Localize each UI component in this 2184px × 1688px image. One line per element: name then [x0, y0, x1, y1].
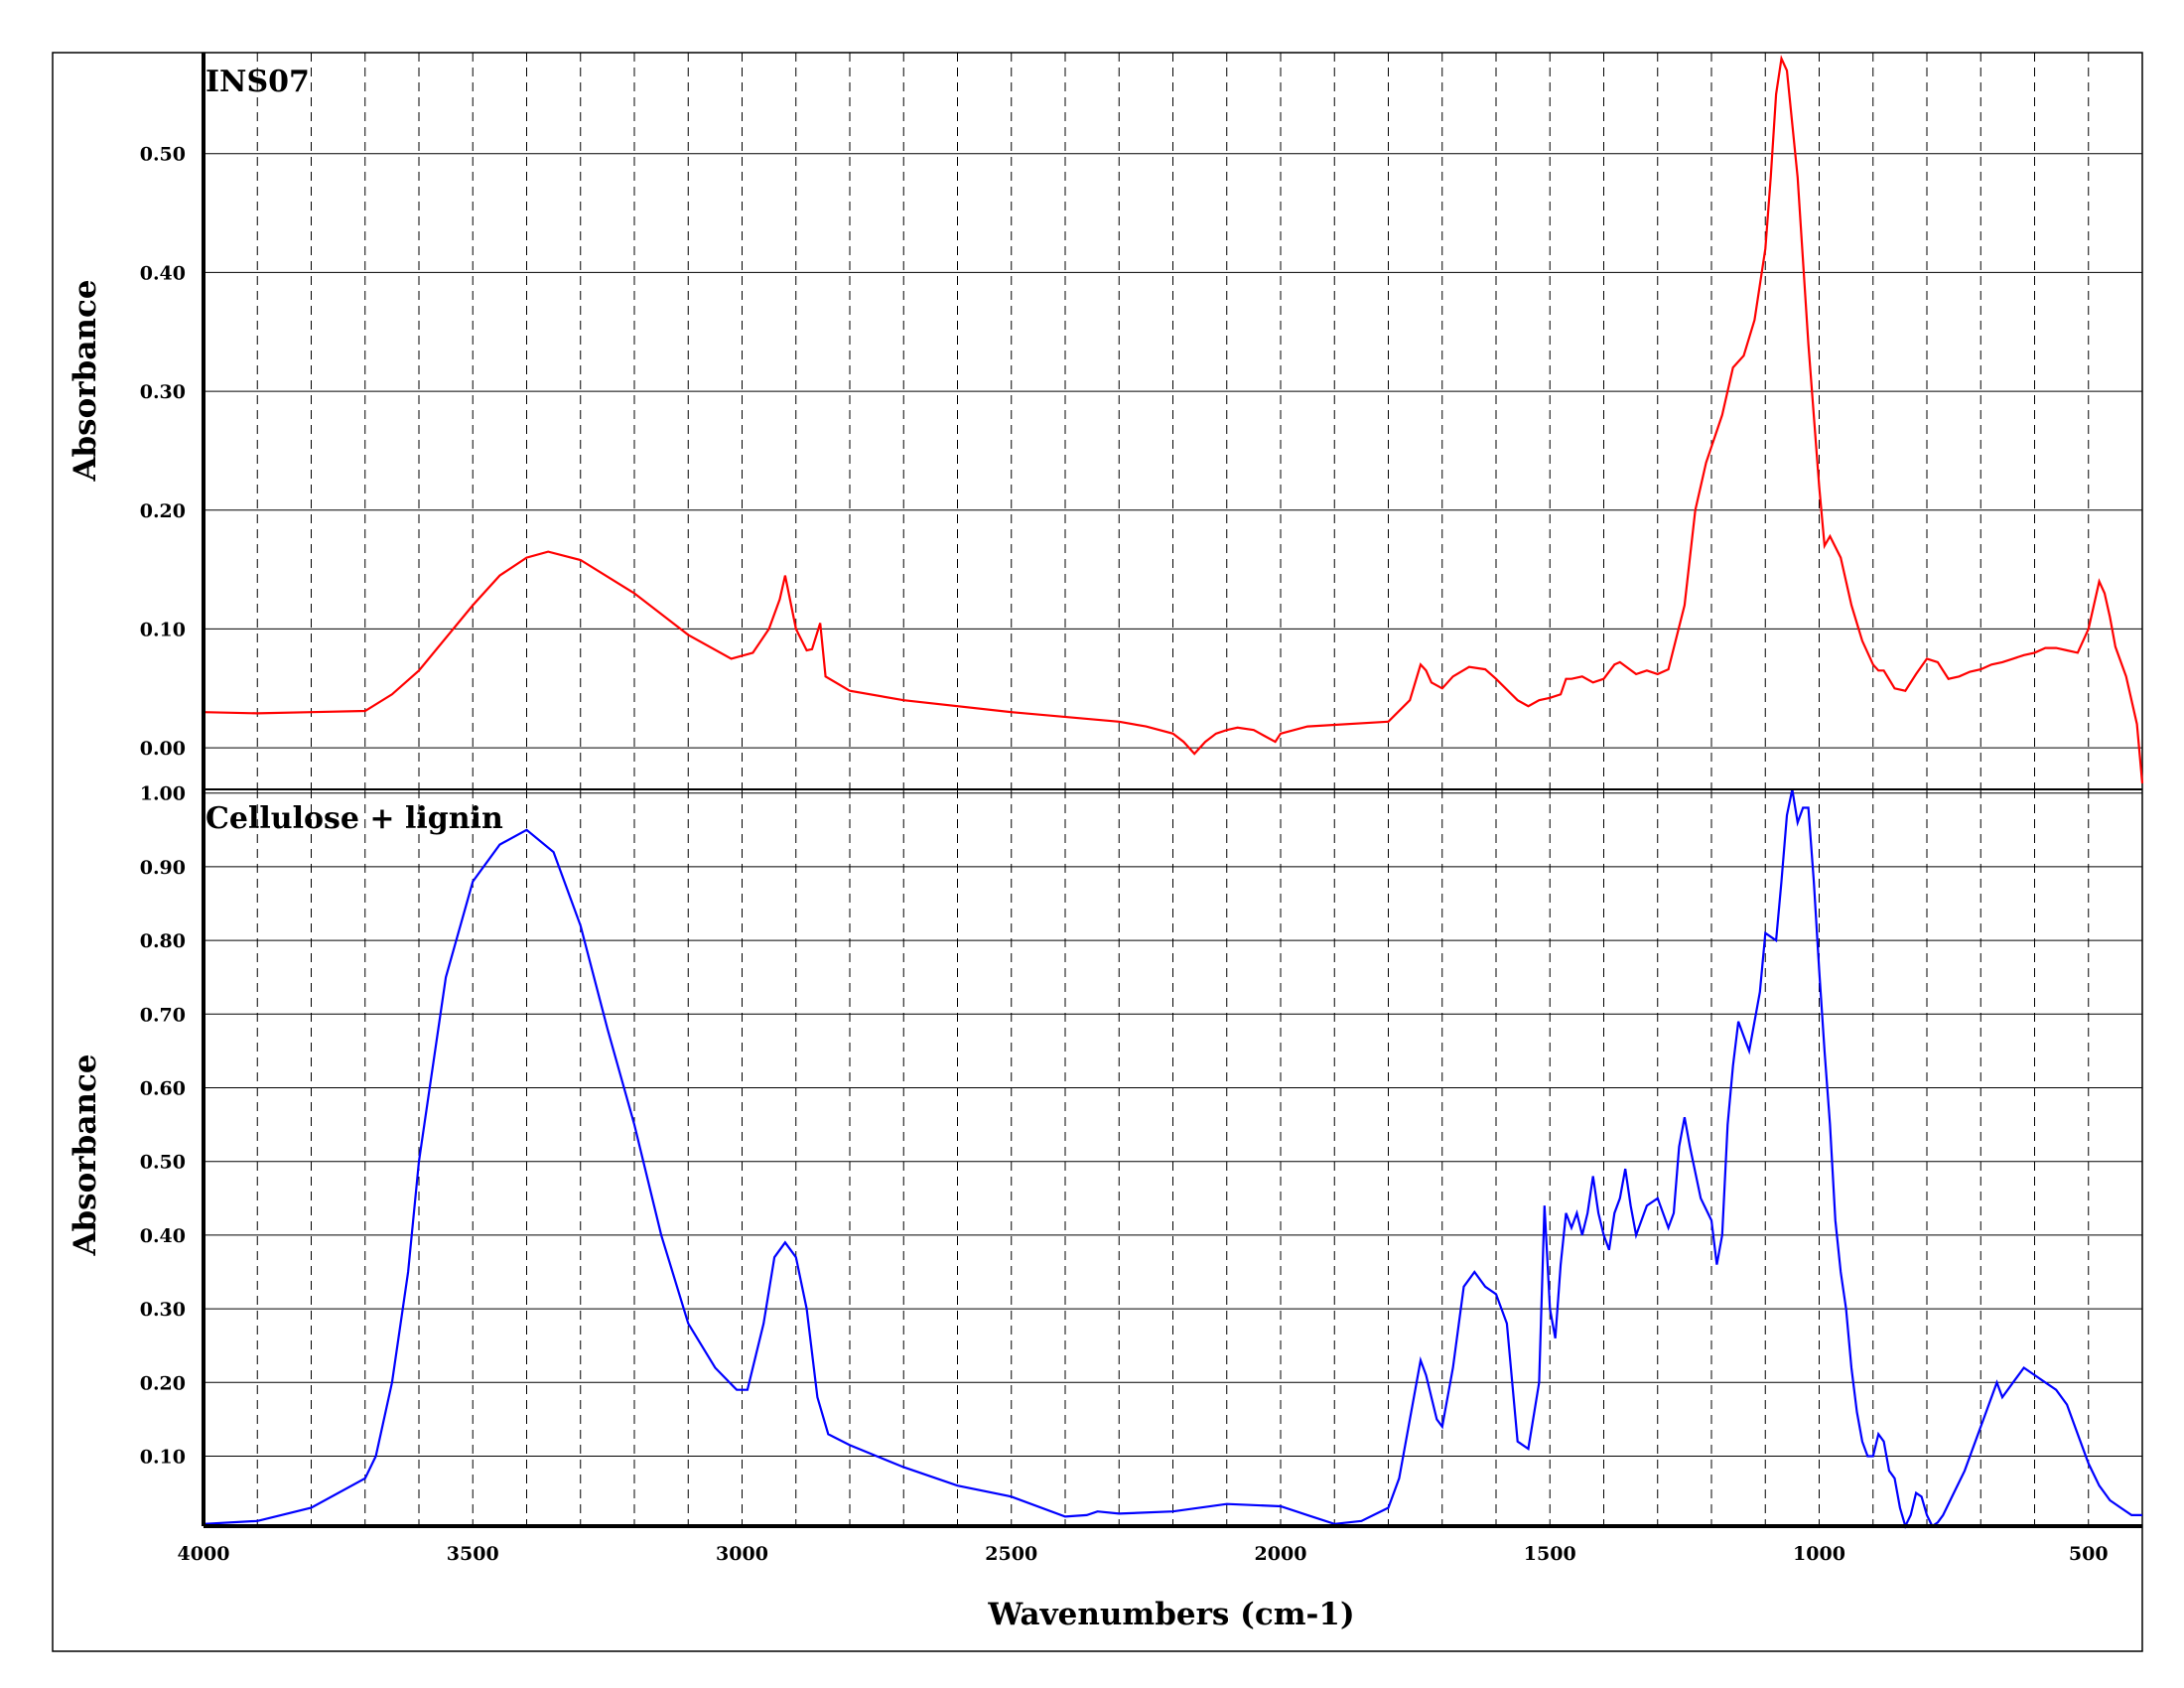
bottom-spectrum-line [203, 788, 2142, 1530]
x-tick-label: 2500 [985, 1543, 1037, 1565]
x-tick-label: 2000 [1255, 1543, 1307, 1565]
y-tick-label: 0.70 [140, 1004, 186, 1026]
x-axis-title: Wavenumbers (cm-1) [987, 1597, 1354, 1632]
top-grid-horizontal [204, 153, 2142, 749]
top-grid-vertical [256, 53, 2090, 789]
y-tick-label: 0.10 [140, 619, 186, 640]
top-panel-label: INS07 [205, 65, 310, 99]
x-tick-label: 1000 [1793, 1543, 1845, 1565]
x-tick-label: 3000 [716, 1543, 768, 1565]
y-tick-label: 1.00 [140, 783, 186, 805]
y-tick-label: 0.30 [140, 381, 186, 403]
y-tick-label: 0.10 [140, 1447, 186, 1469]
y-tick-label: 0.40 [140, 1225, 186, 1247]
x-tick-label: 500 [2069, 1543, 2109, 1565]
x-tick-label: 4000 [178, 1543, 230, 1565]
top-y-axis-title: Absorbance [68, 279, 103, 482]
y-tick-label: 0.50 [140, 144, 186, 166]
bottom-grid-vertical [256, 789, 2090, 1526]
y-tick-label: 0.80 [140, 930, 186, 952]
x-tick-label: 1500 [1524, 1543, 1576, 1565]
y-tick-label: 0.20 [140, 500, 186, 522]
y-tick-label: 0.30 [140, 1299, 186, 1321]
y-tick-label: 0.90 [140, 857, 186, 879]
y-tick-label: 0.60 [140, 1078, 186, 1100]
y-tick-label: 0.20 [140, 1372, 186, 1394]
y-tick-label: 0.50 [140, 1152, 186, 1174]
bottom-y-tick-labels: 0.10 0.20 0.30 0.40 0.50 0.60 0.70 0.80 0.90 1.00 [140, 783, 186, 1469]
outer-frame [52, 52, 2143, 1652]
x-tick-labels: 4000 3500 3000 2500 2000 1500 1000 500 [178, 1543, 2109, 1565]
top-spectrum-line [203, 55, 2144, 784]
top-y-tick-labels: 0.00 0.10 0.20 0.30 0.40 0.50 [140, 144, 186, 760]
y-tick-label: 0.40 [140, 262, 186, 284]
bottom-y-axis-title: Absorbance [68, 1054, 103, 1256]
y-tick-label: 0.00 [140, 738, 186, 760]
panel-bottom: 0.10 0.20 0.30 0.40 0.50 0.60 0.70 0.80 0.90 1.00… [68, 783, 2142, 1530]
panel-top: 0.00 0.10 0.20 0.30 0.40 0.50 INS07 Absorbanc… [68, 53, 2144, 789]
bottom-panel-label: Cellulose + lignin [205, 801, 503, 836]
x-tick-label: 3500 [447, 1543, 499, 1565]
